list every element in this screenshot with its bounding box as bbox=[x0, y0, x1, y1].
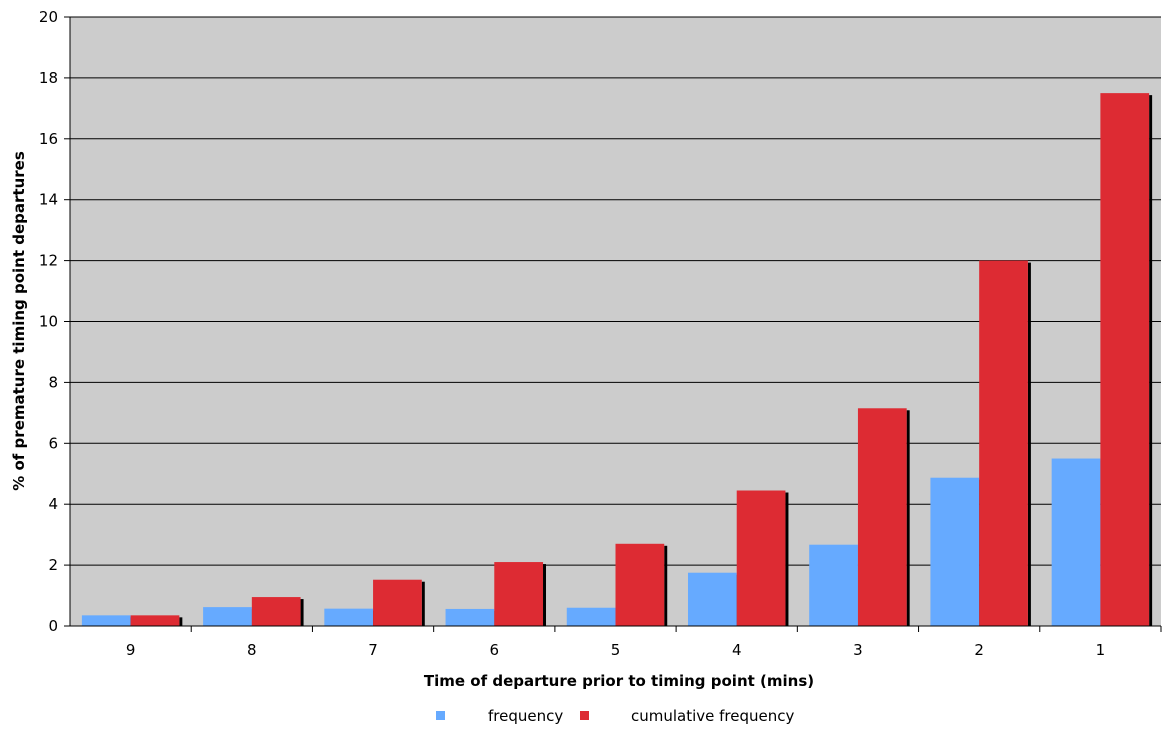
bar-frequency-9 bbox=[81, 615, 131, 626]
bar-shadow bbox=[300, 599, 304, 626]
x-tick-label: 4 bbox=[732, 641, 742, 659]
bar-frequency-5 bbox=[566, 607, 616, 626]
legend: frequency cumulative frequency bbox=[436, 707, 795, 725]
gridlines bbox=[70, 16, 1161, 566]
bar-cumulative-frequency-7 bbox=[373, 579, 422, 626]
x-tick-label: 2 bbox=[974, 641, 984, 659]
bar-frequency-2 bbox=[930, 477, 980, 626]
x-tick-labels: 9 8 7 6 5 4 3 2 1 bbox=[126, 641, 1105, 659]
bar-frequency-4 bbox=[687, 572, 737, 626]
bar-shadow bbox=[1027, 262, 1031, 626]
legend-swatch-cumulative-frequency bbox=[580, 711, 589, 720]
bar-shadow bbox=[1149, 95, 1153, 626]
bar-shadow bbox=[179, 617, 183, 626]
x-tick-label: 7 bbox=[368, 641, 378, 659]
bar-cumulative-frequency-3 bbox=[857, 408, 907, 626]
x-tick-label: 1 bbox=[1096, 641, 1106, 659]
bar-cumulative-frequency-4 bbox=[736, 490, 786, 626]
bar-cumulative-frequency-9 bbox=[130, 615, 180, 626]
y-axis-title: % of premature timing point departures bbox=[10, 151, 28, 491]
x-tick-label: 3 bbox=[853, 641, 863, 659]
x-tick-label: 5 bbox=[611, 641, 621, 659]
legend-label-frequency: frequency bbox=[488, 707, 563, 725]
y-tick-label: 0 bbox=[48, 617, 58, 635]
bar-frequency-8 bbox=[203, 607, 252, 626]
bar-cumulative-frequency-1 bbox=[1100, 93, 1150, 626]
bar-cumulative-frequency-6 bbox=[494, 562, 544, 626]
bar-shadow bbox=[421, 581, 425, 626]
legend-label-cumulative-frequency: cumulative frequency bbox=[631, 707, 795, 725]
y-tick-label: 8 bbox=[48, 373, 58, 391]
y-tick-label: 6 bbox=[48, 434, 58, 452]
bar-shadow bbox=[785, 492, 789, 626]
bar-cumulative-frequency-2 bbox=[979, 260, 1028, 626]
axes bbox=[64, 16, 1162, 632]
x-tick-label: 9 bbox=[126, 641, 136, 659]
bar-frequency-7 bbox=[324, 608, 374, 626]
y-tick-labels: 0 2 4 6 8 10 12 14 16 18 20 bbox=[39, 8, 58, 635]
y-tick-label: 10 bbox=[39, 313, 58, 331]
bar-frequency-6 bbox=[445, 608, 495, 626]
y-tick-label: 2 bbox=[48, 556, 58, 574]
bar-shadow bbox=[543, 564, 547, 626]
bar-shadow bbox=[906, 410, 910, 626]
y-tick-label: 16 bbox=[39, 130, 58, 148]
legend-swatch-frequency bbox=[436, 711, 445, 720]
y-tick-label: 14 bbox=[39, 191, 58, 209]
x-tick-label: 8 bbox=[247, 641, 257, 659]
bar-frequency-3 bbox=[809, 544, 858, 626]
bar-series bbox=[81, 93, 1153, 626]
x-tick-label: 6 bbox=[490, 641, 500, 659]
bar-shadow bbox=[664, 545, 668, 626]
bar-frequency-1 bbox=[1051, 458, 1101, 626]
y-tick-label: 12 bbox=[39, 252, 58, 270]
bar-cumulative-frequency-8 bbox=[251, 597, 301, 626]
y-tick-label: 20 bbox=[39, 8, 58, 26]
y-tick-label: 4 bbox=[48, 495, 58, 513]
x-axis-title: Time of departure prior to timing point … bbox=[424, 672, 814, 690]
bar-cumulative-frequency-5 bbox=[615, 543, 665, 626]
y-tick-label: 18 bbox=[39, 69, 58, 87]
